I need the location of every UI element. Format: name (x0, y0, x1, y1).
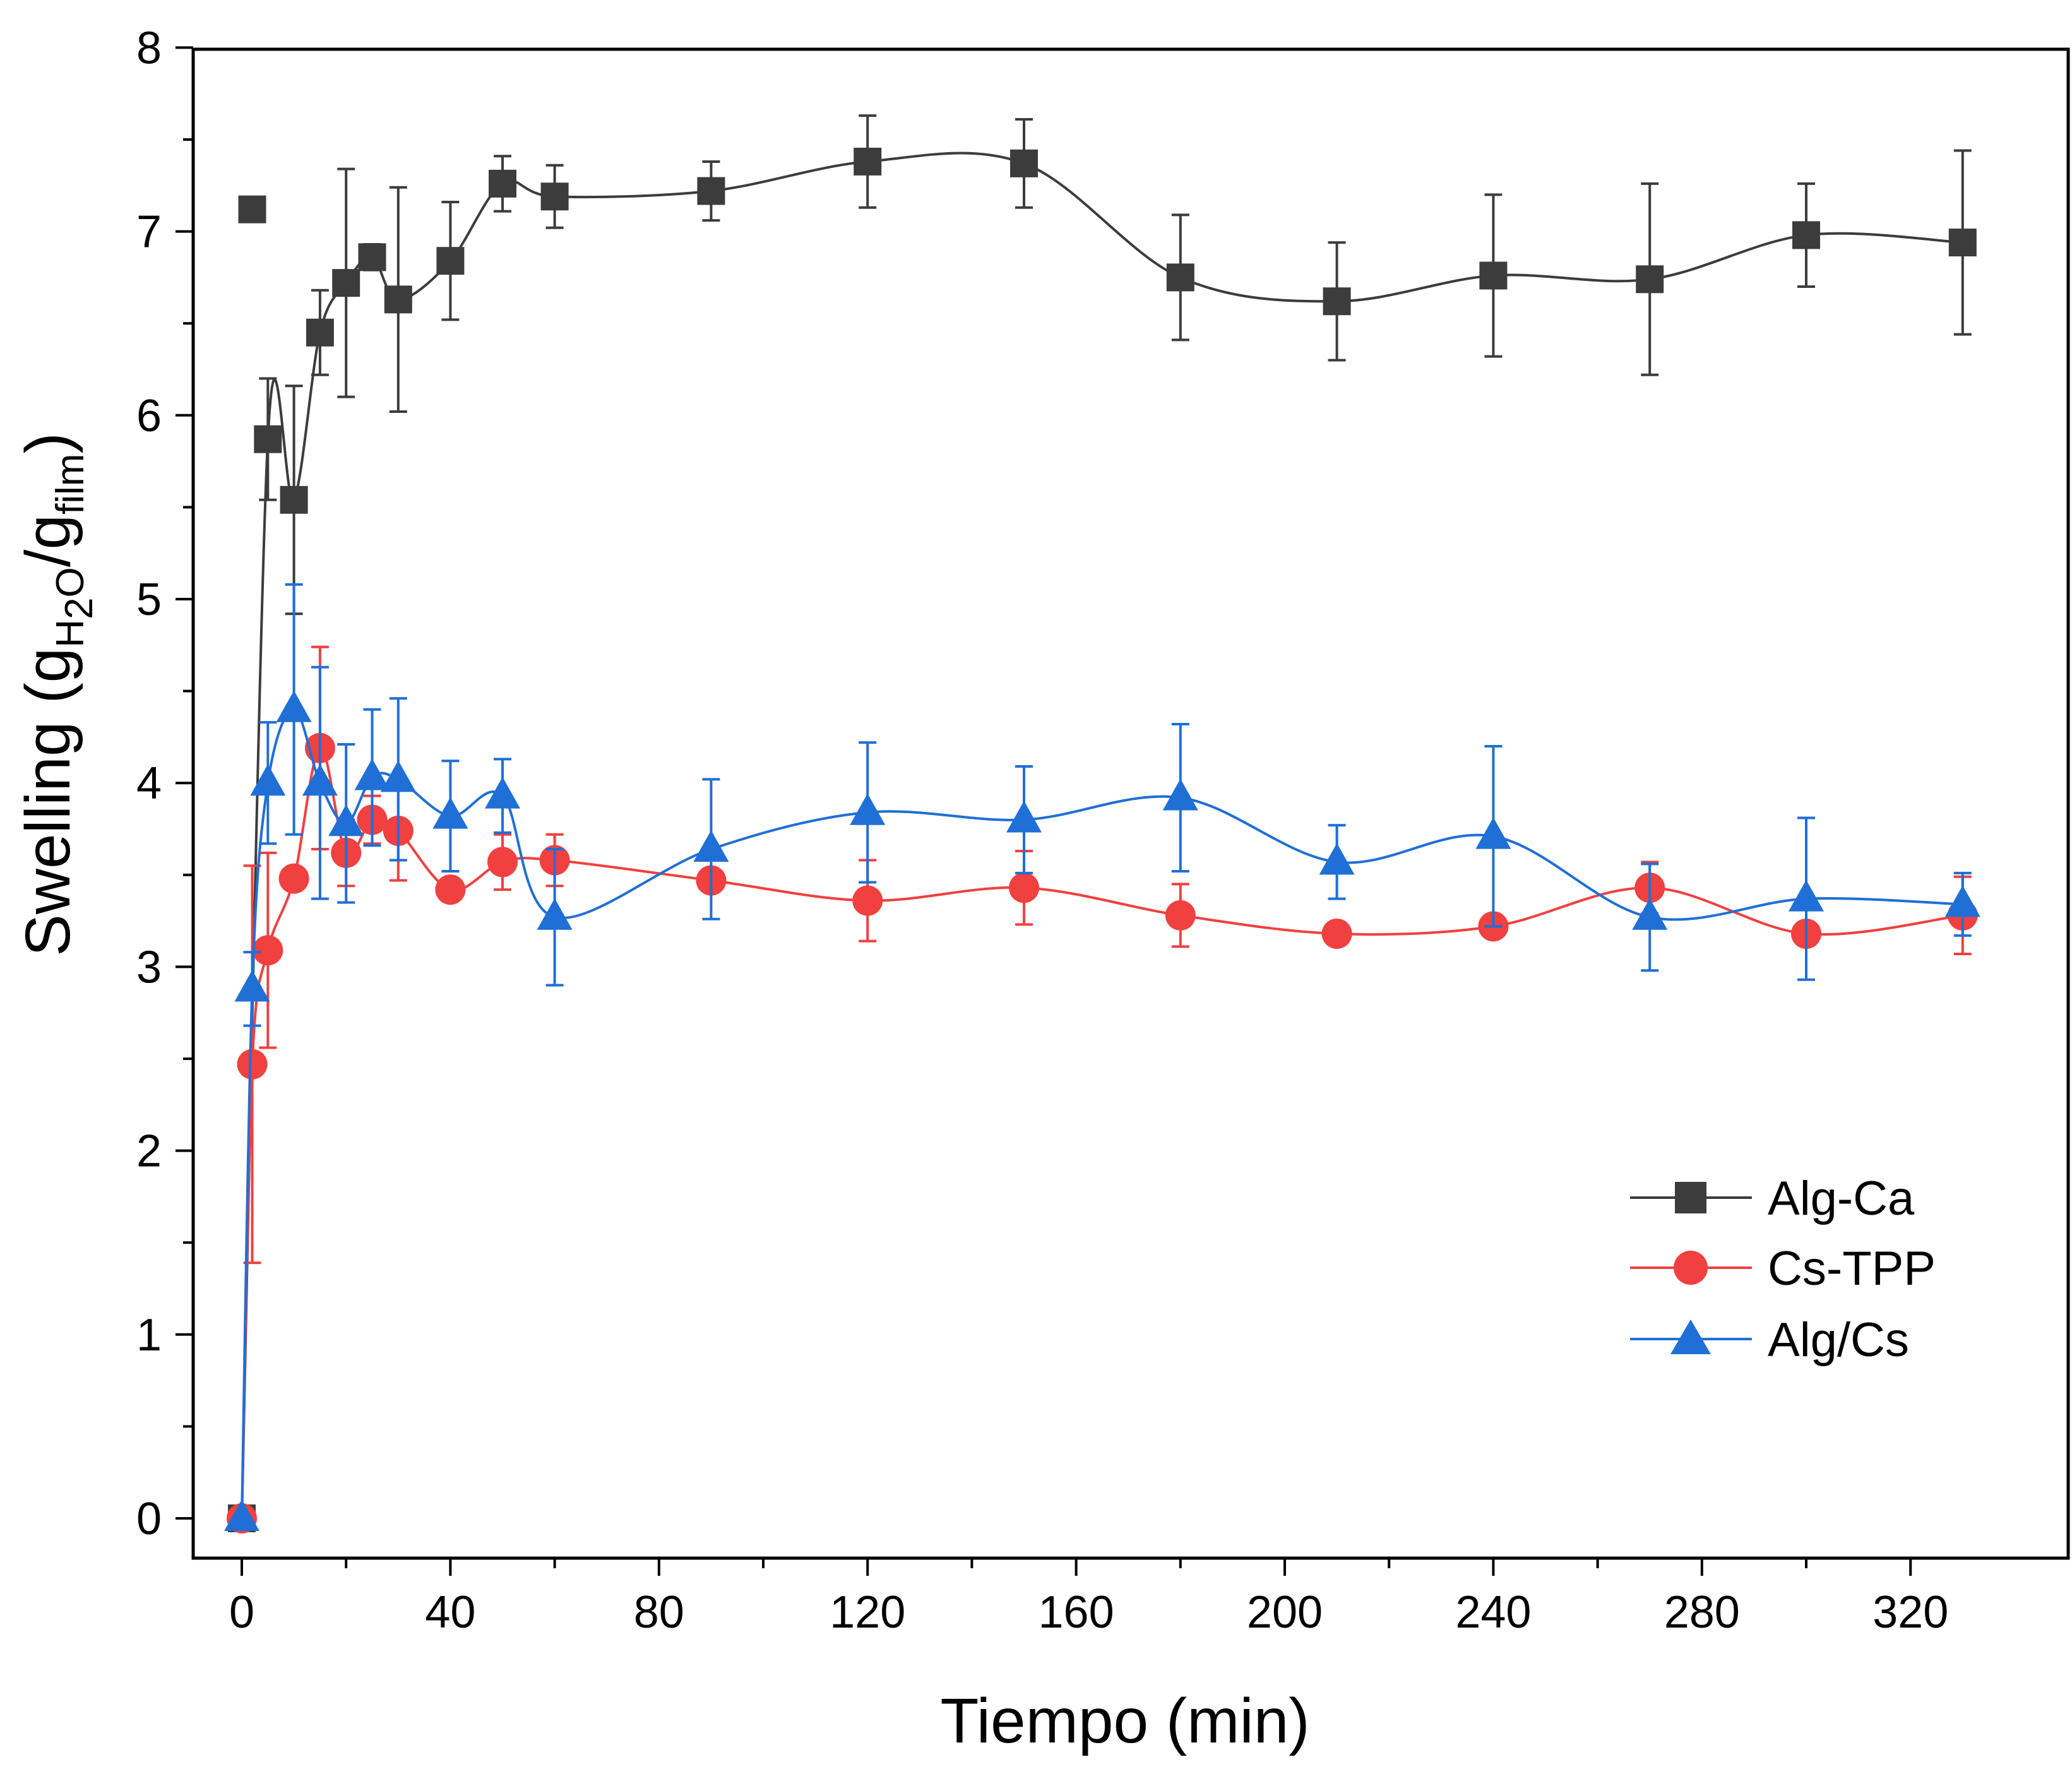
y-tick-label: 5 (136, 575, 162, 625)
y-tick-label: 1 (136, 1310, 162, 1361)
legend-item-alg-cs: Alg/Cs (1630, 1313, 1909, 1367)
data-point-square (280, 485, 308, 514)
x-tick-label: 40 (425, 1587, 475, 1638)
data-point-circle (1165, 900, 1196, 931)
series-layer (224, 114, 1980, 1534)
data-point-triangle (1319, 843, 1355, 875)
tick-labels: 0 40 80 120 160 200 240 280 320 0 1 2 3 4 5 6 7 8 (136, 23, 1948, 1638)
data-point-circle (1321, 918, 1352, 949)
data-point-triangle (1162, 778, 1198, 811)
y-tick-label: 6 (136, 391, 162, 441)
plot-frame (191, 47, 2070, 1560)
data-point-triangle (250, 764, 286, 796)
data-point-square (1323, 287, 1351, 316)
data-point-square (1166, 263, 1194, 292)
y-tick-label: 8 (136, 23, 162, 73)
data-point-circle (237, 1049, 268, 1080)
axes-layer (176, 46, 1912, 1576)
data-point-square (254, 425, 282, 453)
data-point-square (1948, 229, 1977, 257)
x-tick-label: 120 (830, 1587, 905, 1638)
x-tick-label: 200 (1247, 1587, 1323, 1638)
data-point-triangle (850, 793, 886, 825)
x-axis-title: Tiempo (min) (940, 1686, 1309, 1756)
square-marker-icon (1675, 1182, 1706, 1213)
data-point-triangle (1006, 801, 1042, 833)
series-alg-cs (224, 583, 1980, 1531)
legend: Alg-Ca Cs-TPP Alg/Cs (1630, 1172, 1936, 1367)
data-point-triangle (485, 777, 520, 809)
data-point-triangle (276, 690, 312, 722)
data-point-square (384, 285, 412, 314)
data-point-triangle (432, 797, 468, 829)
x-tick-label: 80 (634, 1587, 684, 1638)
data-point-triangle (1789, 879, 1824, 912)
series-alg-ca-outlier (238, 195, 266, 223)
data-point-square (358, 243, 386, 271)
y-tick-label: 3 (136, 942, 162, 992)
data-point-triangle (380, 760, 416, 792)
data-point-square (1792, 221, 1820, 249)
data-point-square (540, 182, 569, 211)
data-point-triangle (1632, 898, 1668, 930)
data-point-triangle (302, 764, 338, 796)
x-tick-label: 240 (1455, 1587, 1531, 1638)
x-tick-label: 0 (229, 1587, 254, 1638)
data-point-square (436, 247, 465, 275)
data-point-triangle (354, 758, 390, 790)
series-line-alg-ca (241, 152, 1963, 1519)
y-tick-label: 0 (136, 1494, 162, 1544)
series-line-cs-tpp (241, 746, 1963, 1519)
series-alg-ca (228, 114, 1977, 1532)
data-point-triangle (328, 804, 364, 837)
data-point-circle (253, 935, 283, 966)
data-point-square (1010, 149, 1038, 177)
data-point-square (238, 195, 266, 223)
series-cs-tpp (227, 645, 1978, 1534)
data-point-triangle (234, 970, 270, 1002)
data-point-square (1479, 261, 1508, 290)
data-point-circle (852, 885, 883, 916)
y-tick-label: 2 (136, 1126, 162, 1177)
data-point-triangle (1944, 885, 1980, 917)
data-point-triangle (1475, 817, 1511, 849)
circle-marker-icon (1674, 1251, 1708, 1285)
data-point-square (306, 318, 334, 347)
legend-item-cs-tpp: Cs-TPP (1630, 1242, 1936, 1295)
data-point-square (854, 147, 882, 176)
data-point-square (697, 177, 725, 205)
x-tick-label: 320 (1873, 1587, 1948, 1638)
legend-label-alg-cs: Alg/Cs (1768, 1313, 1909, 1367)
y-tick-label: 4 (136, 758, 162, 809)
data-point-triangle (224, 1499, 259, 1531)
legend-label-alg-ca: Alg-Ca (1768, 1172, 1915, 1225)
data-point-square (489, 169, 516, 198)
data-point-triangle (693, 830, 729, 862)
series-line-alg-cs (241, 708, 1963, 1519)
y-tick-label: 7 (136, 207, 162, 258)
y-axis-title: Swelling (gH2O/gfilm) (13, 432, 101, 956)
data-point-circle (435, 874, 466, 905)
data-point-triangle (537, 898, 573, 930)
data-point-square (332, 269, 360, 297)
data-point-square (1636, 265, 1664, 294)
data-point-circle (278, 863, 309, 894)
data-point-circle (487, 847, 518, 878)
data-point-circle (1009, 873, 1039, 903)
legend-label-cs-tpp: Cs-TPP (1768, 1242, 1936, 1295)
x-tick-label: 160 (1039, 1587, 1114, 1638)
legend-item-alg-ca: Alg-Ca (1630, 1172, 1915, 1225)
x-tick-label: 280 (1664, 1587, 1740, 1638)
triangle-marker-icon (1670, 1319, 1711, 1354)
